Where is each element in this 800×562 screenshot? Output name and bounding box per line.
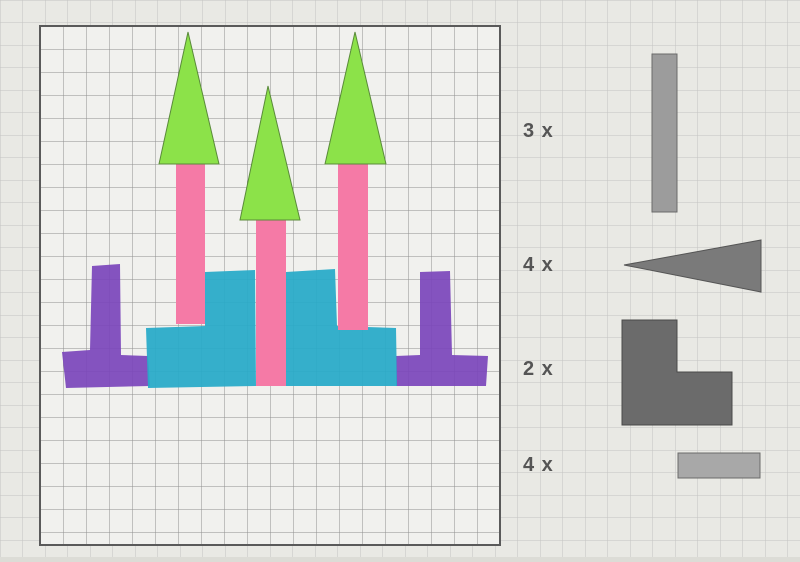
long-bar-count: 3 x — [523, 120, 554, 142]
green-triangle-left — [158, 31, 220, 165]
purple-piece-right — [396, 271, 488, 386]
green-triangle-center — [239, 85, 301, 221]
l-shape-piece — [621, 319, 733, 426]
pink-column-left — [176, 164, 205, 324]
tower-drawing — [62, 31, 488, 388]
short-bar-piece — [677, 452, 761, 479]
short-bar-count: 4 x — [523, 454, 554, 476]
long-bar-piece — [651, 53, 678, 213]
pink-column-center — [256, 220, 286, 386]
triangle-count: 4 x — [523, 254, 554, 276]
green-triangle-right — [324, 31, 387, 165]
purple-piece-left — [62, 264, 150, 388]
drawing-frame — [39, 25, 501, 546]
l-shape-count: 2 x — [523, 358, 554, 380]
pieces-legend — [621, 53, 762, 479]
pink-column-right — [338, 164, 368, 330]
blue-block-left — [146, 270, 256, 388]
triangle-piece — [623, 239, 762, 293]
